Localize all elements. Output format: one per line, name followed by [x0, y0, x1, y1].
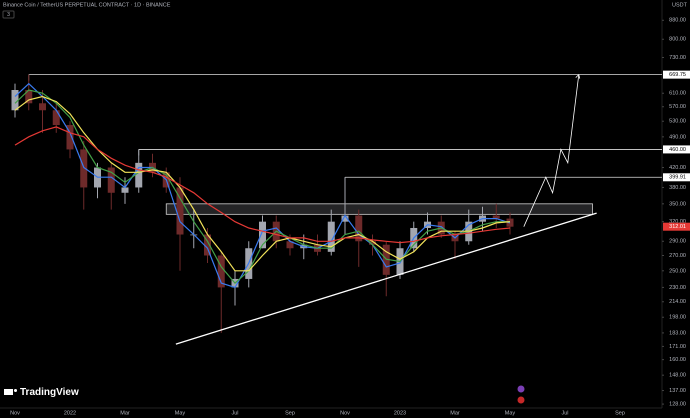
level-label-bg	[663, 70, 690, 79]
y-tick-label: 320.00	[669, 219, 686, 225]
y-tick-label: 880.00	[669, 18, 686, 24]
logo-mark	[4, 389, 13, 395]
level-label-bg	[663, 173, 690, 182]
candle-body	[259, 221, 266, 249]
x-tick-label: Mar	[450, 410, 460, 416]
x-tick-label: Mar	[120, 410, 130, 416]
y-tick-label: 730.00	[669, 55, 686, 61]
y-tick-label: 610.00	[669, 91, 686, 97]
y-tick-label: 490.00	[669, 134, 686, 140]
y-tick-label: 183.00	[669, 330, 686, 336]
x-tick-label: 2023	[394, 410, 406, 416]
x-tick-label: Nov	[340, 410, 350, 416]
candle-body	[217, 255, 225, 288]
level-label-bg	[663, 145, 690, 154]
candle-body	[25, 89, 33, 104]
y-tick-label: 420.00	[669, 165, 686, 171]
candle-body	[66, 125, 74, 150]
candle-body	[341, 215, 349, 222]
candle-body	[80, 149, 88, 188]
candle-body	[107, 167, 115, 193]
candle-body	[355, 215, 363, 242]
branding: TradingView	[20, 387, 79, 398]
candle-body	[52, 110, 60, 126]
candle-body	[369, 241, 376, 245]
candle-body	[176, 187, 184, 235]
indicator-badge-box	[2, 10, 15, 19]
candle-body	[327, 221, 335, 252]
last-price-label: 312.01	[669, 224, 686, 230]
level-label: 399.91	[669, 175, 686, 181]
y-tick-label: 198.00	[669, 315, 686, 321]
y-tick-label: 800.00	[669, 37, 686, 43]
candle-body	[286, 241, 294, 249]
x-tick-label: Nov	[10, 410, 20, 416]
level-label: 669.75	[669, 72, 686, 78]
level-label: 460.00	[669, 147, 686, 153]
y-tick-label: 270.00	[669, 253, 686, 259]
x-tick-label: May	[505, 410, 516, 416]
event-icon[interactable]	[517, 396, 525, 404]
y-tick-label: 148.00	[669, 373, 686, 379]
y-tick-label: 530.00	[669, 119, 686, 125]
candle-body	[135, 162, 143, 188]
logo: TradingView	[4, 387, 79, 398]
y-tick-label: 230.00	[669, 285, 686, 291]
currency-label: USDT	[672, 2, 688, 8]
x-tick-label: Sep	[615, 410, 625, 416]
resistance-band	[165, 203, 593, 215]
event-icon[interactable]	[517, 385, 525, 393]
y-tick-label: 214.00	[669, 299, 686, 305]
y-tick-label: 380.00	[669, 185, 686, 191]
x-tick-label: May	[175, 410, 186, 416]
trendline	[175, 212, 597, 345]
x-tick-label: 2022	[64, 410, 76, 416]
moving-average	[14, 89, 510, 284]
indicator-badge[interactable]: 3	[7, 12, 10, 18]
x-tick-label: Jul	[231, 410, 238, 416]
chart-title: Binance Coin / TetherUS PERPETUAL CONTRA…	[3, 2, 171, 8]
y-tick-label: 128.00	[669, 402, 686, 408]
candle-body	[39, 103, 46, 111]
y-tick-label: 171.00	[669, 344, 686, 350]
projection-path	[523, 74, 580, 227]
y-tick-label: 290.00	[669, 239, 686, 245]
projection-arrowhead	[575, 73, 581, 79]
y-tick-label: 160.00	[669, 357, 686, 363]
x-tick-label: Sep	[285, 410, 295, 416]
candle-body	[492, 215, 500, 219]
y-tick-label: 350.00	[669, 201, 686, 207]
y-tick-label: 570.00	[669, 104, 686, 110]
candle-body	[204, 234, 211, 256]
candle-body	[121, 187, 129, 193]
y-tick-label: 137.00	[669, 388, 686, 394]
x-tick-label: Jul	[561, 410, 568, 416]
logo-mark	[14, 389, 17, 392]
last-price-bg	[663, 222, 690, 231]
y-tick-label: 250.00	[669, 268, 686, 274]
candle-body	[11, 89, 19, 111]
moving-average	[14, 126, 511, 244]
